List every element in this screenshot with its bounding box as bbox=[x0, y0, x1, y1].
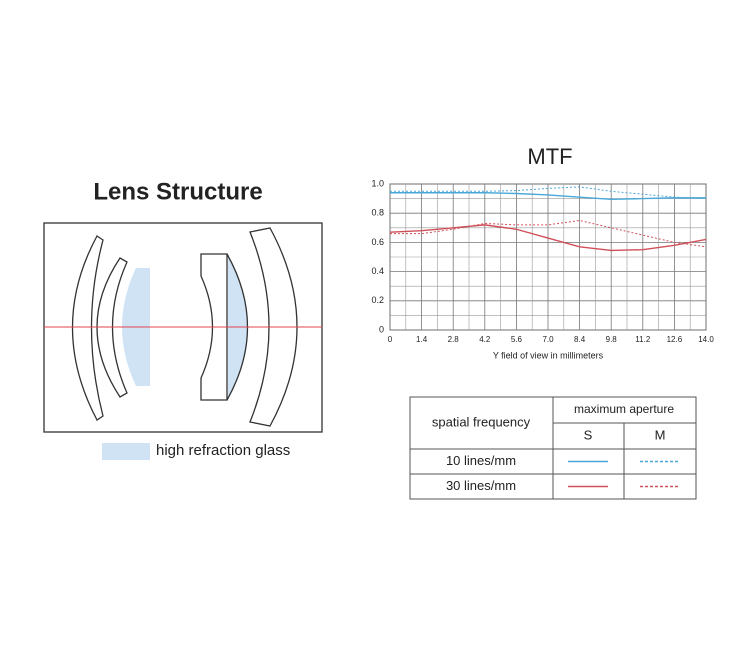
x-tick-label: 9.8 bbox=[606, 335, 618, 344]
y-tick-label: 0 bbox=[379, 324, 384, 334]
x-tick-label: 2.8 bbox=[448, 335, 460, 344]
y-tick-label: 1.0 bbox=[371, 178, 384, 188]
table-row-label: 10 lines/mm bbox=[446, 453, 516, 468]
x-tick-label: 8.4 bbox=[574, 335, 586, 344]
lens-title: Lens Structure bbox=[93, 178, 262, 205]
y-tick-label: 0.4 bbox=[371, 266, 384, 276]
y-tick-label: 0.6 bbox=[371, 237, 384, 247]
table-header: spatial frequency bbox=[432, 414, 531, 429]
y-tick-label: 0.8 bbox=[371, 208, 384, 218]
x-axis-label: Y field of view in millimeters bbox=[493, 350, 604, 360]
mtf-line bbox=[390, 219, 707, 248]
lens-element bbox=[71, 235, 104, 421]
x-tick-label: 7.0 bbox=[542, 335, 554, 344]
x-tick-label: 0 bbox=[388, 335, 393, 344]
lens-diagram bbox=[43, 222, 323, 433]
table-column-header: S bbox=[584, 427, 593, 442]
legend-table bbox=[409, 396, 697, 500]
mtf-line bbox=[390, 192, 706, 201]
legend-label: high refraction glass bbox=[156, 442, 290, 459]
x-tick-label: 12.6 bbox=[667, 335, 683, 344]
x-tick-label: 4.2 bbox=[479, 335, 491, 344]
mtf-line bbox=[389, 224, 707, 252]
table-column-header: M bbox=[655, 427, 666, 442]
chart-title: MTF bbox=[527, 144, 572, 169]
y-tick-label: 0.2 bbox=[371, 295, 384, 305]
x-tick-label: 14.0 bbox=[698, 335, 714, 344]
table-row-label: 30 lines/mm bbox=[446, 478, 516, 493]
x-tick-label: 5.6 bbox=[511, 335, 523, 344]
mtf-line bbox=[390, 186, 707, 200]
table-header: maximum aperture bbox=[574, 402, 674, 416]
x-tick-label: 1.4 bbox=[416, 335, 428, 344]
legend-swatch bbox=[102, 443, 150, 460]
x-tick-label: 11.2 bbox=[635, 335, 651, 344]
